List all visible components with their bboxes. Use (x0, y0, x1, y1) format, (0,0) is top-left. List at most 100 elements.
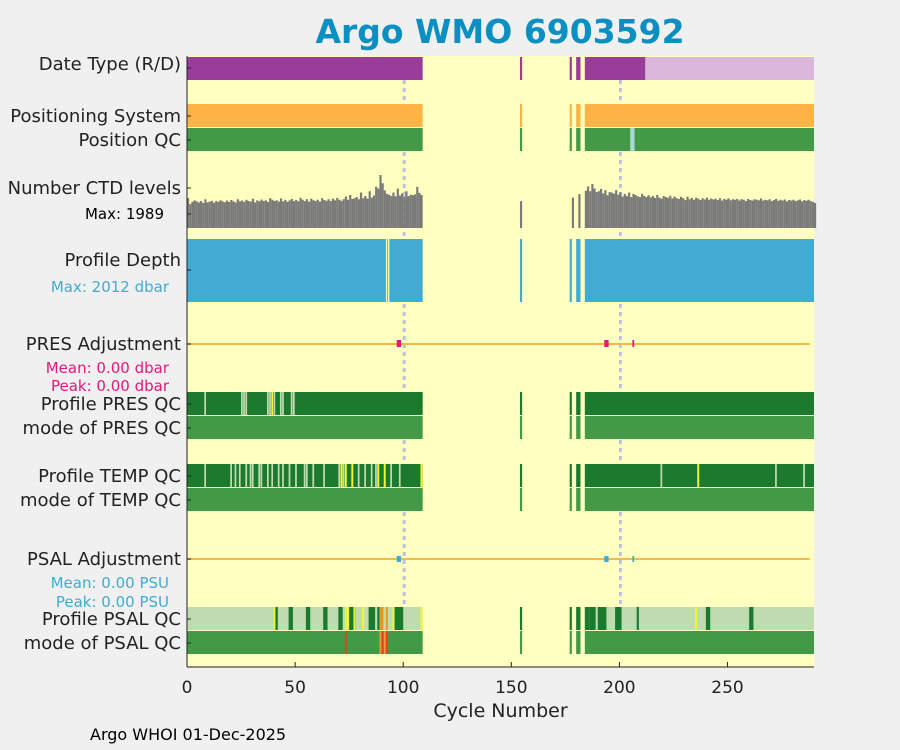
psal-qc-mode-orange-mark (379, 631, 382, 654)
ctd-level-bar (731, 199, 735, 228)
ctd-level-bar (318, 201, 322, 228)
psal-qc-good-mark (519, 607, 523, 630)
label-date-type: Date Type (R/D) (39, 54, 181, 75)
label-mode-temp-qc: mode of TEMP QC (20, 490, 181, 511)
ctd-level-bar (372, 195, 376, 228)
ctd-level-bar (794, 201, 797, 228)
position-qc-bar (584, 128, 814, 151)
ctd-level-bar (370, 197, 373, 228)
temp-qc-yellow-mark (420, 464, 423, 487)
pres-qc-light-mark (273, 392, 276, 415)
profile-pres-qc-bar (569, 392, 572, 415)
ctd-level-bar (714, 198, 717, 228)
psal-qc-mode-bar (187, 631, 423, 654)
ctd-level-bar (377, 188, 380, 228)
ctd-level-bar (256, 200, 259, 228)
ctd-level-bar (266, 201, 270, 228)
ctd-level-bar (809, 201, 812, 228)
temp-qc-light-mark (249, 464, 252, 487)
ctd-level-bar (277, 201, 280, 228)
ctd-level-bar (187, 198, 190, 228)
ctd-level-bar (807, 199, 810, 228)
ctd-level-bar (610, 192, 613, 228)
date-type-realtime-bar (519, 57, 523, 80)
ctd-level-bar (571, 197, 575, 228)
ctd-level-bar (612, 193, 616, 228)
temp-qc-light-mark (260, 464, 263, 487)
ctd-level-bar (757, 200, 760, 228)
temp-qc-light-mark (660, 464, 663, 487)
ctd-level-bar (409, 194, 412, 228)
label-psal-adjustment: PSAL Adjustment (27, 549, 181, 570)
profile-pres-qc-bar (584, 392, 814, 415)
ctd-level-bar (241, 200, 244, 228)
ctd-level-bar (390, 196, 393, 228)
temp-qc-light-mark (266, 464, 269, 487)
temp-qc-yellow-mark (351, 464, 354, 487)
ctd-level-bar (396, 188, 399, 228)
ctd-level-bar (721, 200, 724, 228)
ctd-level-bar (314, 201, 317, 228)
temp-qc-light-mark (370, 464, 373, 487)
psal-qc-good-mark (288, 607, 293, 630)
pres-qc-light-mark (245, 392, 248, 415)
date-type-realtime-bar (584, 57, 646, 80)
ctd-level-bar (407, 196, 410, 228)
ctd-level-bar (193, 200, 196, 228)
ctd-level-bar (734, 199, 737, 228)
ctd-level-bar (355, 197, 358, 228)
ctd-level-bar (599, 188, 603, 228)
date-type-realtime-bar (576, 57, 581, 80)
ctd-level-bar (636, 196, 639, 228)
ctd-level-bar (712, 199, 715, 228)
profile-depth-bar (569, 239, 572, 302)
ctd-level-bar (206, 202, 209, 228)
ctd-level-bar (686, 196, 689, 228)
x-tick-label: 250 (711, 678, 743, 698)
label-mode-psal-qc: mode of PSAL QC (24, 633, 181, 654)
ctd-level-bar (340, 200, 343, 228)
pres-adjustment-point (396, 340, 402, 347)
ctd-level-bar (738, 200, 741, 228)
chart-title: Argo WMO 6903592 (315, 12, 685, 51)
pres-qc-mode-bar (576, 416, 581, 439)
ctd-level-bar (295, 200, 298, 228)
ctd-level-bar (660, 198, 663, 228)
ctd-level-bar (254, 202, 257, 228)
ctd-level-bar (262, 201, 265, 228)
ctd-level-bar (329, 201, 332, 228)
ctd-level-bar (811, 201, 814, 228)
ctd-level-bar (279, 198, 283, 228)
pres-qc-light-mark (290, 392, 293, 415)
label-position-qc: Position QC (78, 130, 181, 151)
profile-pres-qc-bar (187, 392, 423, 415)
psal-qc-yellow-mark (695, 607, 698, 630)
ctd-level-bar (230, 200, 233, 228)
profile-psal-qc-bar (584, 607, 814, 630)
pres-qc-light-mark (204, 392, 207, 415)
psal-qc-mode-bar (584, 631, 814, 654)
ctd-level-bar (688, 199, 691, 228)
temp-qc-yellow-mark (383, 464, 386, 487)
ctd-level-bar (411, 195, 415, 228)
positioning-system-bar (187, 104, 423, 127)
ctd-level-bar (785, 201, 789, 228)
ctd-level-bar (814, 202, 817, 228)
ctd-level-bar (597, 191, 600, 228)
ctd-level-bar (334, 200, 337, 228)
temp-qc-yellow-mark (340, 464, 343, 487)
psal-qc-good-mark (589, 607, 596, 630)
profile-temp-qc-bar (576, 464, 581, 487)
profile-depth-bar (576, 239, 581, 302)
ctd-level-bar (362, 198, 365, 228)
psal-adjustment-point (396, 556, 402, 562)
ctd-level-bar (290, 198, 293, 228)
ctd-level-bar (308, 201, 311, 228)
psal-qc-yellow-mark (346, 607, 349, 630)
ctd-level-bar (405, 191, 408, 228)
ctd-level-bar (638, 197, 642, 228)
ctd-level-bar (310, 198, 313, 228)
ctd-level-bar (584, 190, 587, 228)
ctd-level-bar (344, 196, 347, 228)
profile-depth-bar (584, 239, 814, 302)
